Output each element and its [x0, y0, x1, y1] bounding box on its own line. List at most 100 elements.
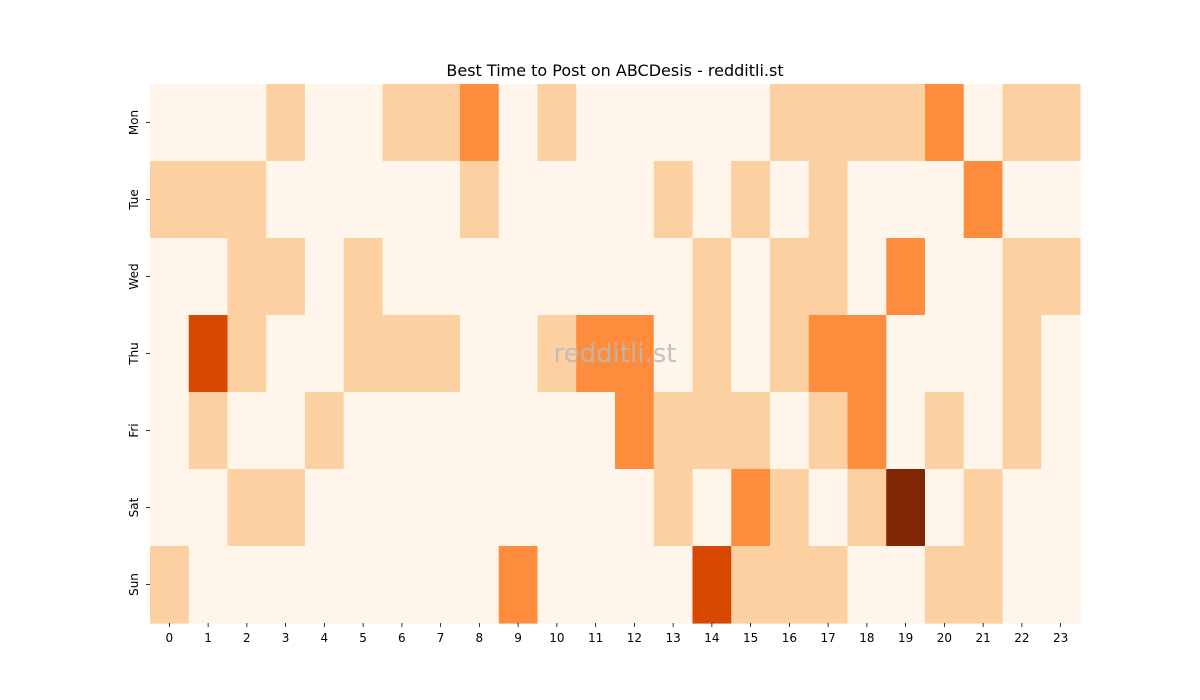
watermark: redditli.st: [554, 339, 677, 369]
heatmap-cell-mon-0: [150, 84, 190, 162]
x-tick-label: 18: [859, 631, 874, 645]
heatmap-cell-mon-3: [266, 84, 306, 162]
heatmap-cell-sun-3: [266, 546, 306, 624]
heatmap-cell-sun-12: [615, 546, 655, 624]
heatmap-cell-wed-0: [150, 238, 190, 316]
heatmap-cell-tue-3: [266, 161, 306, 239]
heatmap-cell-tue-12: [615, 161, 655, 239]
heatmap-cell-thu-11: [576, 315, 616, 393]
heatmap-cell-sat-7: [421, 469, 461, 547]
heatmap-cell-fri-21: [963, 392, 1004, 470]
heatmap-cell-sat-23: [1041, 469, 1081, 547]
heatmap-cell-fri-10: [537, 392, 577, 470]
heatmap-cell-wed-14: [692, 238, 732, 316]
x-tick-label: 5: [359, 631, 367, 645]
heatmap-cell-tue-20: [925, 161, 965, 239]
heatmap-cell-wed-13: [653, 238, 694, 316]
heatmap-cell-thu-1: [188, 315, 229, 393]
heatmap-cell-mon-20: [925, 84, 965, 162]
heatmap-cell-mon-21: [963, 84, 1004, 162]
heatmap-cell-sun-1: [188, 546, 229, 624]
x-tick-label: 6: [398, 631, 406, 645]
heatmap-cell-sat-3: [266, 469, 306, 547]
heatmap-cell-fri-12: [615, 392, 655, 470]
x-tick-label: 16: [782, 631, 797, 645]
heatmap-cell-tue-23: [1041, 161, 1081, 239]
heatmap-cell-wed-18: [847, 238, 887, 316]
heatmap-cell-fri-11: [576, 392, 616, 470]
heatmap-cell-fri-0: [150, 392, 190, 470]
x-tick-label: 14: [704, 631, 719, 645]
heatmap-cell-mon-11: [576, 84, 616, 162]
heatmap-cell-sun-19: [886, 546, 926, 624]
heatmap-cell-tue-14: [692, 161, 732, 239]
y-tick-label: Thu: [127, 342, 141, 366]
heatmap-cell-tue-18: [847, 161, 887, 239]
heatmap-cell-sat-2: [227, 469, 267, 547]
heatmap-cell-fri-20: [925, 392, 965, 470]
heatmap-cell-sat-16: [770, 469, 810, 547]
heatmap-cell-mon-10: [537, 84, 577, 162]
heatmap-cell-fri-4: [305, 392, 345, 470]
heatmap-cell-thu-9: [498, 315, 539, 393]
x-tick-label: 11: [588, 631, 603, 645]
heatmap-cell-sun-20: [925, 546, 965, 624]
heatmap-cells: [150, 84, 1081, 624]
heatmap-cell-mon-9: [498, 84, 539, 162]
heatmap-cell-wed-1: [188, 238, 229, 316]
heatmap-cell-tue-7: [421, 161, 461, 239]
heatmap-cell-wed-3: [266, 238, 306, 316]
heatmap-cell-wed-15: [731, 238, 771, 316]
heatmap-cell-fri-22: [1002, 392, 1042, 470]
heatmap-cell-tue-4: [305, 161, 345, 239]
heatmap-cell-wed-20: [925, 238, 965, 316]
heatmap-cell-tue-5: [343, 161, 384, 239]
x-tick-label: 15: [743, 631, 758, 645]
heatmap-cell-wed-16: [770, 238, 810, 316]
heatmap-cell-wed-11: [576, 238, 616, 316]
x-tick-label: 19: [898, 631, 913, 645]
heatmap-cell-thu-15: [731, 315, 771, 393]
heatmap-cell-sun-8: [460, 546, 500, 624]
heatmap-cell-thu-23: [1041, 315, 1081, 393]
heatmap-cell-sun-2: [227, 546, 267, 624]
heatmap-cell-sat-21: [963, 469, 1004, 547]
heatmap-cell-sun-0: [150, 546, 190, 624]
heatmap-cell-thu-3: [266, 315, 306, 393]
x-tick-label: 12: [627, 631, 642, 645]
heatmap-cell-tue-13: [653, 161, 694, 239]
heatmap-cell-wed-12: [615, 238, 655, 316]
heatmap-cell-thu-4: [305, 315, 345, 393]
heatmap-cell-thu-2: [227, 315, 267, 393]
x-tick-label: 10: [549, 631, 564, 645]
heatmap-cell-sat-5: [343, 469, 384, 547]
heatmap-cell-fri-7: [421, 392, 461, 470]
heatmap-cell-thu-17: [808, 315, 849, 393]
y-tick-label: Sat: [127, 497, 141, 517]
heatmap-cell-sun-4: [305, 546, 345, 624]
heatmap-cell-fri-15: [731, 392, 771, 470]
heatmap-cell-sat-9: [498, 469, 539, 547]
heatmap-cell-fri-18: [847, 392, 887, 470]
x-tick-label: 2: [243, 631, 251, 645]
heatmap-cell-sun-15: [731, 546, 771, 624]
heatmap-cell-fri-2: [227, 392, 267, 470]
heatmap-cell-sun-16: [770, 546, 810, 624]
heatmap-cell-fri-19: [886, 392, 926, 470]
x-tick-label: 1: [204, 631, 212, 645]
heatmap-cell-mon-14: [692, 84, 732, 162]
heatmap-cell-fri-13: [653, 392, 694, 470]
heatmap-cell-mon-2: [227, 84, 267, 162]
heatmap-cell-mon-8: [460, 84, 500, 162]
heatmap-cell-sun-9: [498, 546, 539, 624]
heatmap-cell-tue-11: [576, 161, 616, 239]
heatmap-cell-wed-5: [343, 238, 384, 316]
heatmap-cell-tue-16: [770, 161, 810, 239]
heatmap-cell-mon-15: [731, 84, 771, 162]
heatmap-cell-sun-21: [963, 546, 1004, 624]
heatmap-cell-fri-17: [808, 392, 849, 470]
heatmap-cell-sun-13: [653, 546, 694, 624]
heatmap-cell-wed-7: [421, 238, 461, 316]
heatmap-cell-wed-4: [305, 238, 345, 316]
